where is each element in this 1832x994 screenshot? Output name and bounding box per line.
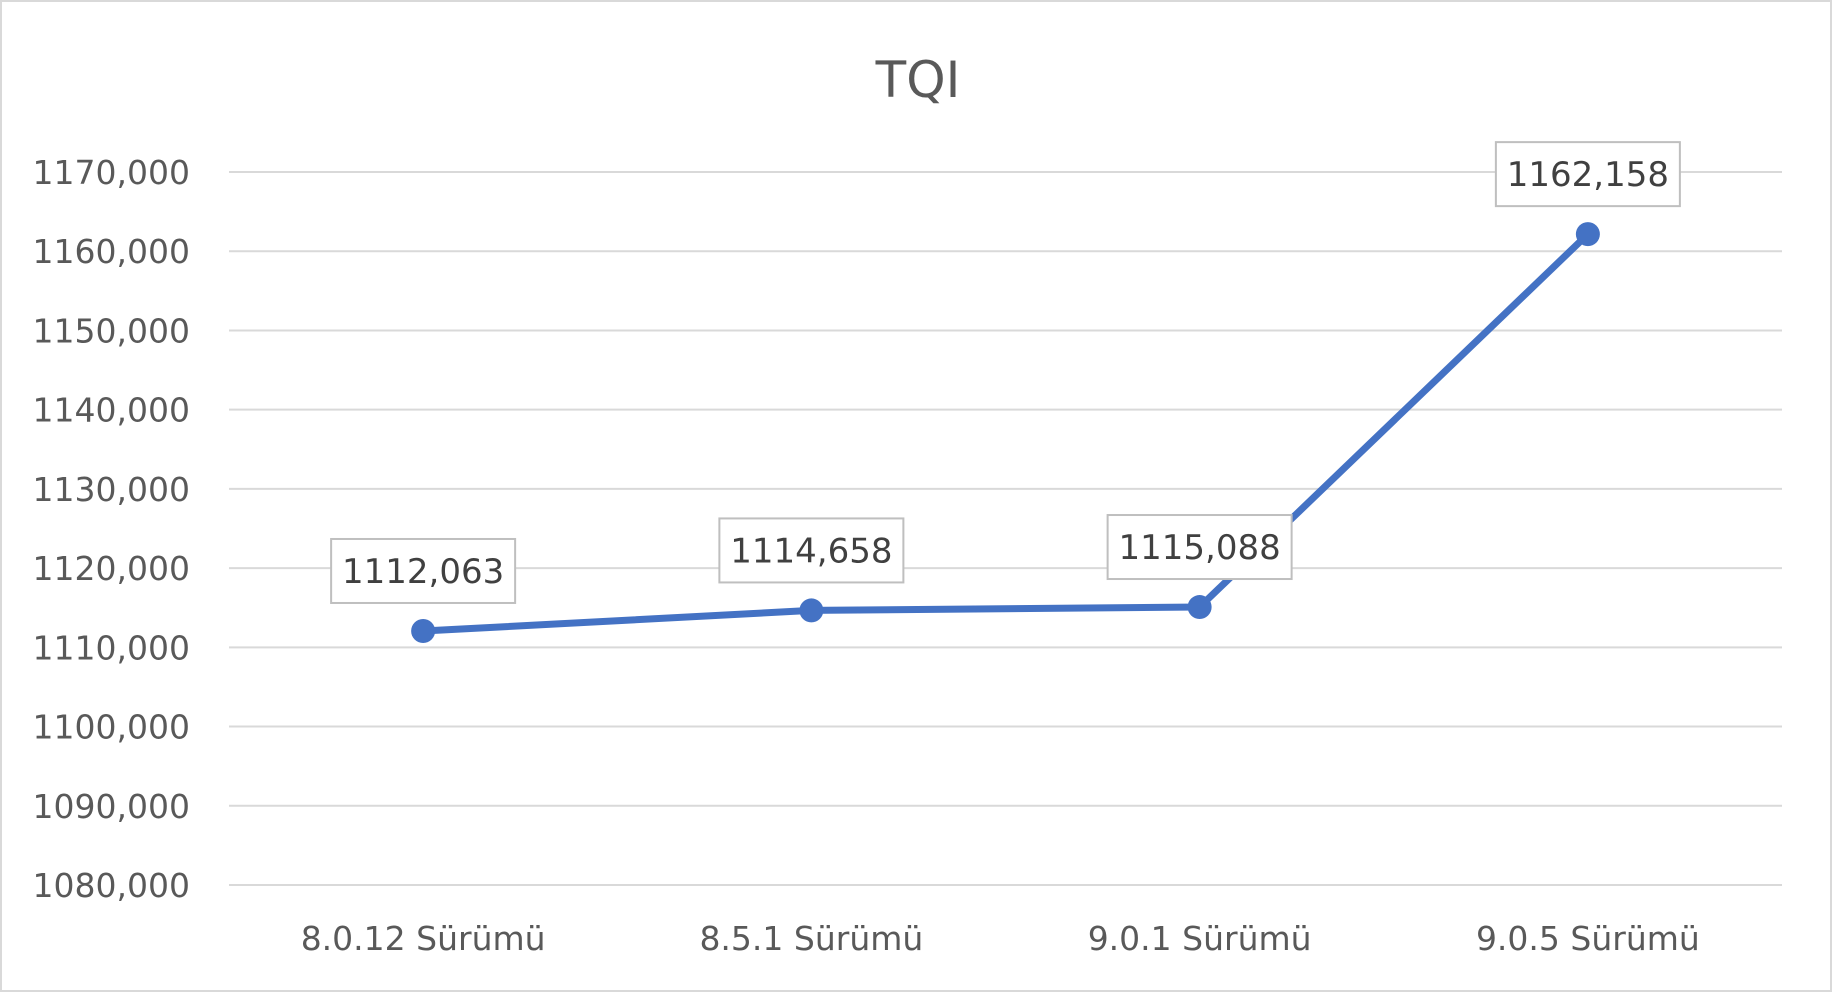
data-label-box [718, 517, 905, 584]
series-line [419, 230, 1592, 635]
x-axis-tick-labels: 8.0.12 Sürümü 8.5.1 Sürümü 9.0.1 Sürümü 9.0… [301, 919, 1700, 958]
y-tick-label: 1100,000 [33, 708, 190, 747]
data-point [411, 618, 436, 643]
x-tick-label: 9.0.1 Sürümü [1088, 919, 1312, 958]
y-tick-label: 1110,000 [33, 628, 190, 667]
y-tick-label: 1140,000 [33, 391, 190, 430]
y-tick-label: 1160,000 [33, 232, 190, 271]
y-tick-label: 1170,000 [33, 153, 190, 192]
data-point [1575, 222, 1600, 247]
chart-title: TQI [875, 51, 961, 109]
x-tick-label: 8.0.12 Sürümü [301, 919, 546, 958]
data-label-box [1494, 141, 1681, 208]
y-tick-label: 1130,000 [33, 470, 190, 509]
grid-layer [229, 171, 1782, 886]
y-axis-tick-labels: 1080,000 1090,000 1100,000 1110,000 1120,000… [33, 153, 190, 905]
y-tick-label: 1120,000 [33, 549, 190, 588]
y-tick-label: 1090,000 [33, 787, 190, 826]
data-label: 1115,088 [1119, 528, 1281, 568]
data-label-box [330, 537, 517, 604]
data-label-layer: 1112,063 1114,658 1115,088 1162,158 [330, 141, 1681, 604]
x-tick-label: 8.5.1 Sürümü [699, 919, 923, 958]
data-point [1187, 595, 1212, 620]
data-label: 1114,658 [730, 531, 892, 571]
data-label: 1162,158 [1507, 155, 1669, 195]
data-point [799, 598, 824, 623]
x-tick-label: 9.0.5 Sürümü [1476, 919, 1700, 958]
y-tick-label: 1150,000 [33, 311, 190, 350]
data-label-box [1106, 514, 1293, 581]
y-tick-label: 1080,000 [33, 866, 190, 905]
data-label: 1112,063 [342, 552, 504, 592]
series-layer [411, 222, 1600, 643]
